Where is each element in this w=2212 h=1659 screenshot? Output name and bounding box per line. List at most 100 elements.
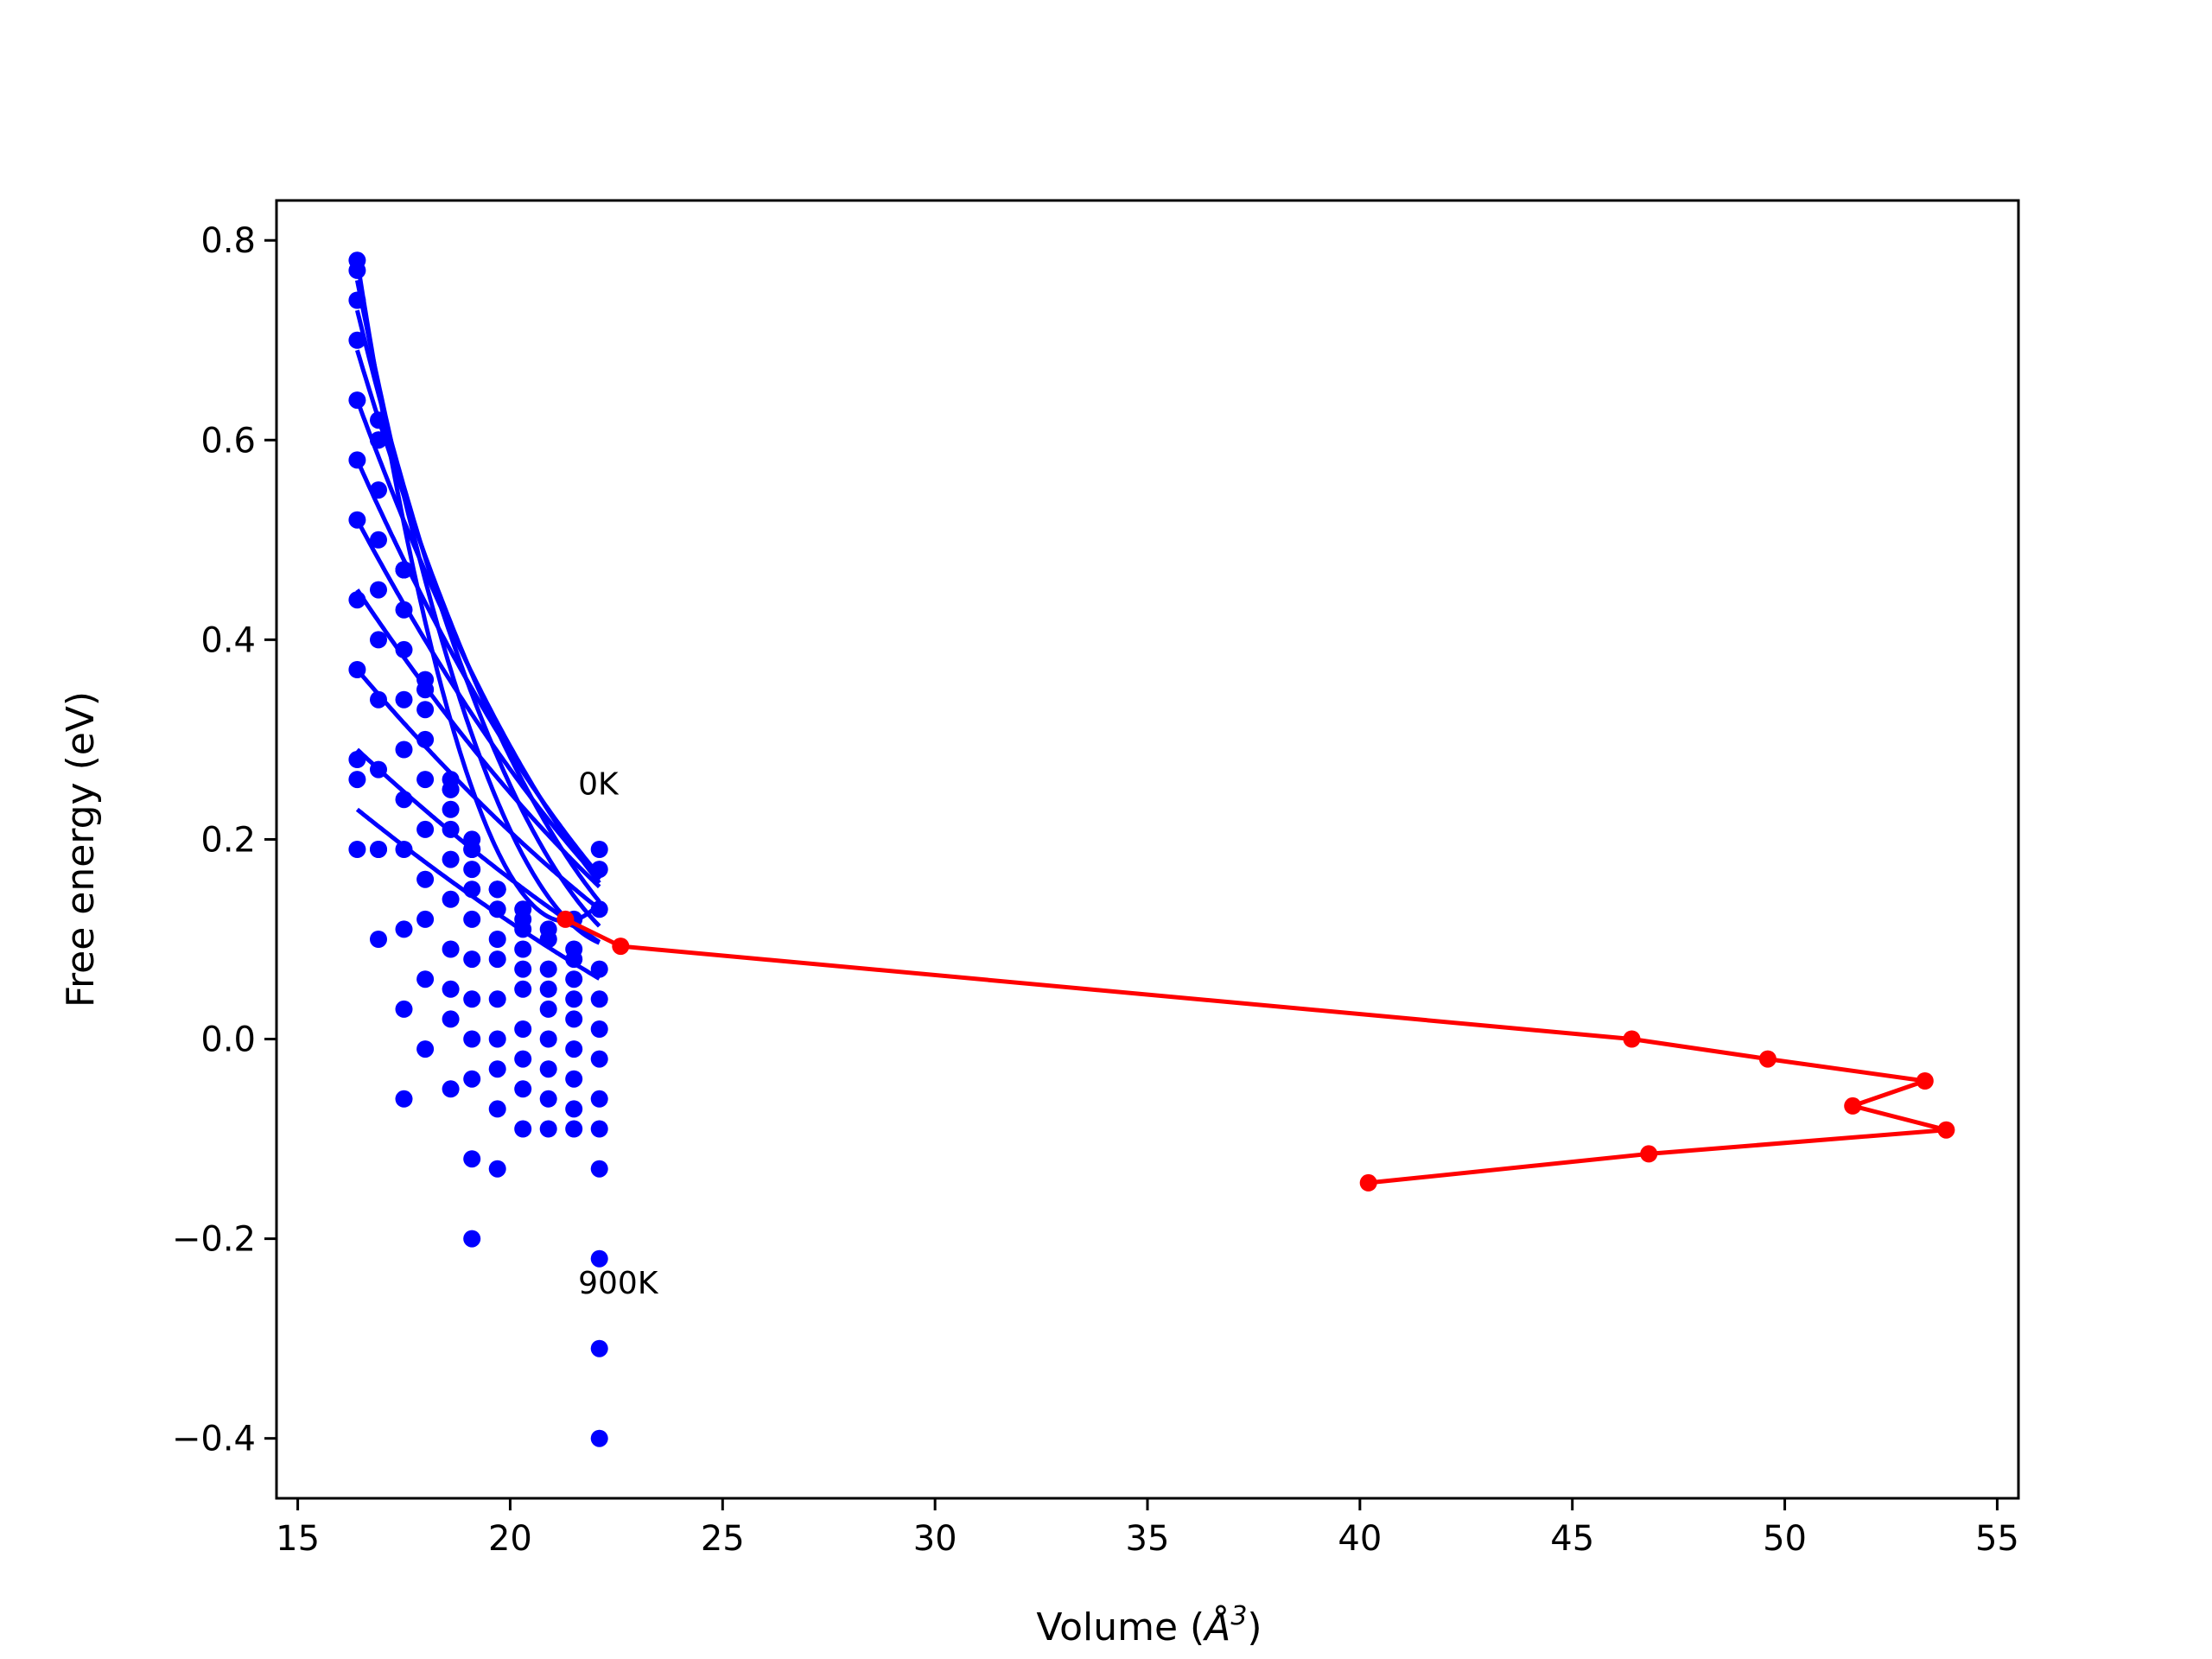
data-point-9-3	[416, 970, 435, 988]
x-tick-label-0: 15	[276, 1519, 320, 1559]
data-point-7-9	[565, 1070, 583, 1088]
minima-point-6	[1937, 1121, 1955, 1139]
x-tick-label-2: 25	[701, 1519, 745, 1559]
x-axis-label-close: )	[1247, 1605, 1262, 1649]
y-tick-label-2: 0.0	[200, 1020, 256, 1060]
data-point-9-0	[348, 751, 366, 768]
data-point-4-10	[590, 990, 608, 1008]
data-point-8-6	[488, 1060, 506, 1078]
data-point-8-1	[370, 760, 387, 779]
data-point-6-6	[488, 990, 506, 1008]
fit-curve-8	[355, 668, 601, 912]
data-point-7-4	[442, 940, 460, 958]
data-point-7-10	[590, 1090, 608, 1108]
data-point-9-9	[565, 1120, 583, 1138]
data-point-0-1	[370, 411, 387, 429]
fit-curve-5	[355, 459, 601, 877]
x-tick-label-7: 50	[1763, 1519, 1807, 1559]
x-tick-label-3: 30	[913, 1519, 957, 1559]
x-tick-label-4: 35	[1126, 1519, 1170, 1559]
data-point-5-1	[370, 581, 387, 599]
data-point-3-1	[370, 481, 387, 499]
data-point-3-10	[590, 960, 608, 978]
data-point-9-2	[395, 920, 413, 938]
data-point-8-5	[463, 1030, 481, 1048]
data-point-10-5	[463, 1150, 481, 1168]
data-point-2-8	[539, 931, 557, 948]
minima-point-4	[1916, 1072, 1934, 1090]
data-point-6-1	[370, 631, 387, 649]
data-point-6-2	[395, 741, 413, 759]
data-point-10-0	[348, 771, 366, 789]
data-point-8-4	[442, 980, 460, 998]
minima-point-7	[1640, 1145, 1658, 1163]
y-tick-label-6: 0.8	[200, 221, 256, 261]
data-point-9-5	[463, 1070, 481, 1088]
data-point-3-0	[348, 331, 366, 349]
annotations: 0K 900K	[578, 766, 659, 1301]
data-point-2-2	[395, 561, 413, 579]
data-point-0-10	[590, 841, 608, 858]
data-point-6-10	[590, 1050, 608, 1068]
data-point-7-6	[488, 1030, 506, 1048]
data-point-2-9	[565, 950, 583, 969]
data-point-5-0	[348, 451, 366, 469]
data-point-6-0	[348, 511, 366, 529]
data-point-11-5	[463, 1230, 481, 1248]
data-point-2-5	[463, 841, 481, 858]
data-point-3-8	[539, 960, 557, 978]
data-point-4-9	[565, 990, 583, 1008]
data-point-5-3	[416, 771, 435, 789]
data-point-4-8	[539, 980, 557, 998]
y-tick-label-0: −0.4	[172, 1420, 256, 1459]
data-point-11-2	[395, 1090, 413, 1108]
y-tick-label-5: 0.6	[200, 421, 256, 461]
annotation-0: 0K	[578, 766, 620, 802]
minima-point-2	[1623, 1030, 1641, 1048]
y-axis-label: Free energy (eV)	[59, 691, 103, 1007]
data-point-8-9	[565, 1100, 583, 1118]
data-point-7-0	[348, 591, 366, 609]
data-point-8-0	[348, 661, 366, 678]
annotation-1: 900K	[578, 1266, 659, 1301]
plot-area	[348, 251, 1955, 1447]
data-point-4-7	[514, 960, 532, 978]
data-point-10-1	[370, 841, 387, 858]
data-point-3-5	[463, 861, 481, 879]
data-point-6-8	[539, 1030, 557, 1048]
data-point-11-10	[590, 1339, 608, 1357]
data-point-5-9	[565, 1010, 583, 1028]
data-point-4-1	[370, 531, 387, 549]
y-tick-label-3: 0.2	[200, 820, 256, 860]
data-point-8-7	[514, 1080, 532, 1098]
data-point-6-5	[463, 950, 481, 969]
fit-curve-6	[355, 518, 601, 881]
data-point-10-3	[416, 1040, 435, 1058]
data-point-6-7	[514, 1020, 532, 1038]
data-point-3-2	[395, 601, 413, 619]
x-tick-label-1: 20	[488, 1519, 532, 1559]
data-point-5-6	[488, 950, 506, 969]
data-point-7-7	[514, 1050, 532, 1068]
data-point-9-7	[514, 1120, 532, 1138]
data-point-3-3	[416, 701, 435, 719]
data-point-3-4	[442, 800, 460, 818]
data-point-4-5	[463, 880, 481, 899]
data-point-4-4	[442, 820, 460, 838]
data-point-7-1	[370, 690, 387, 709]
x-axis-label-unit: Å	[1202, 1604, 1230, 1649]
x-axis-label-text: Volume (	[1036, 1605, 1205, 1649]
minima-point-8	[1359, 1173, 1377, 1192]
data-point-9-6	[488, 1100, 506, 1118]
data-point-8-2	[395, 841, 413, 858]
data-point-5-2	[395, 690, 413, 709]
data-point-4-0	[348, 391, 366, 410]
data-point-3-9	[565, 970, 583, 988]
data-point-9-4	[442, 1010, 460, 1028]
minima-point-3	[1758, 1050, 1777, 1068]
data-point-5-10	[590, 1020, 608, 1038]
y-tick-label-1: −0.2	[172, 1220, 256, 1260]
data-point-2-10	[590, 900, 608, 918]
